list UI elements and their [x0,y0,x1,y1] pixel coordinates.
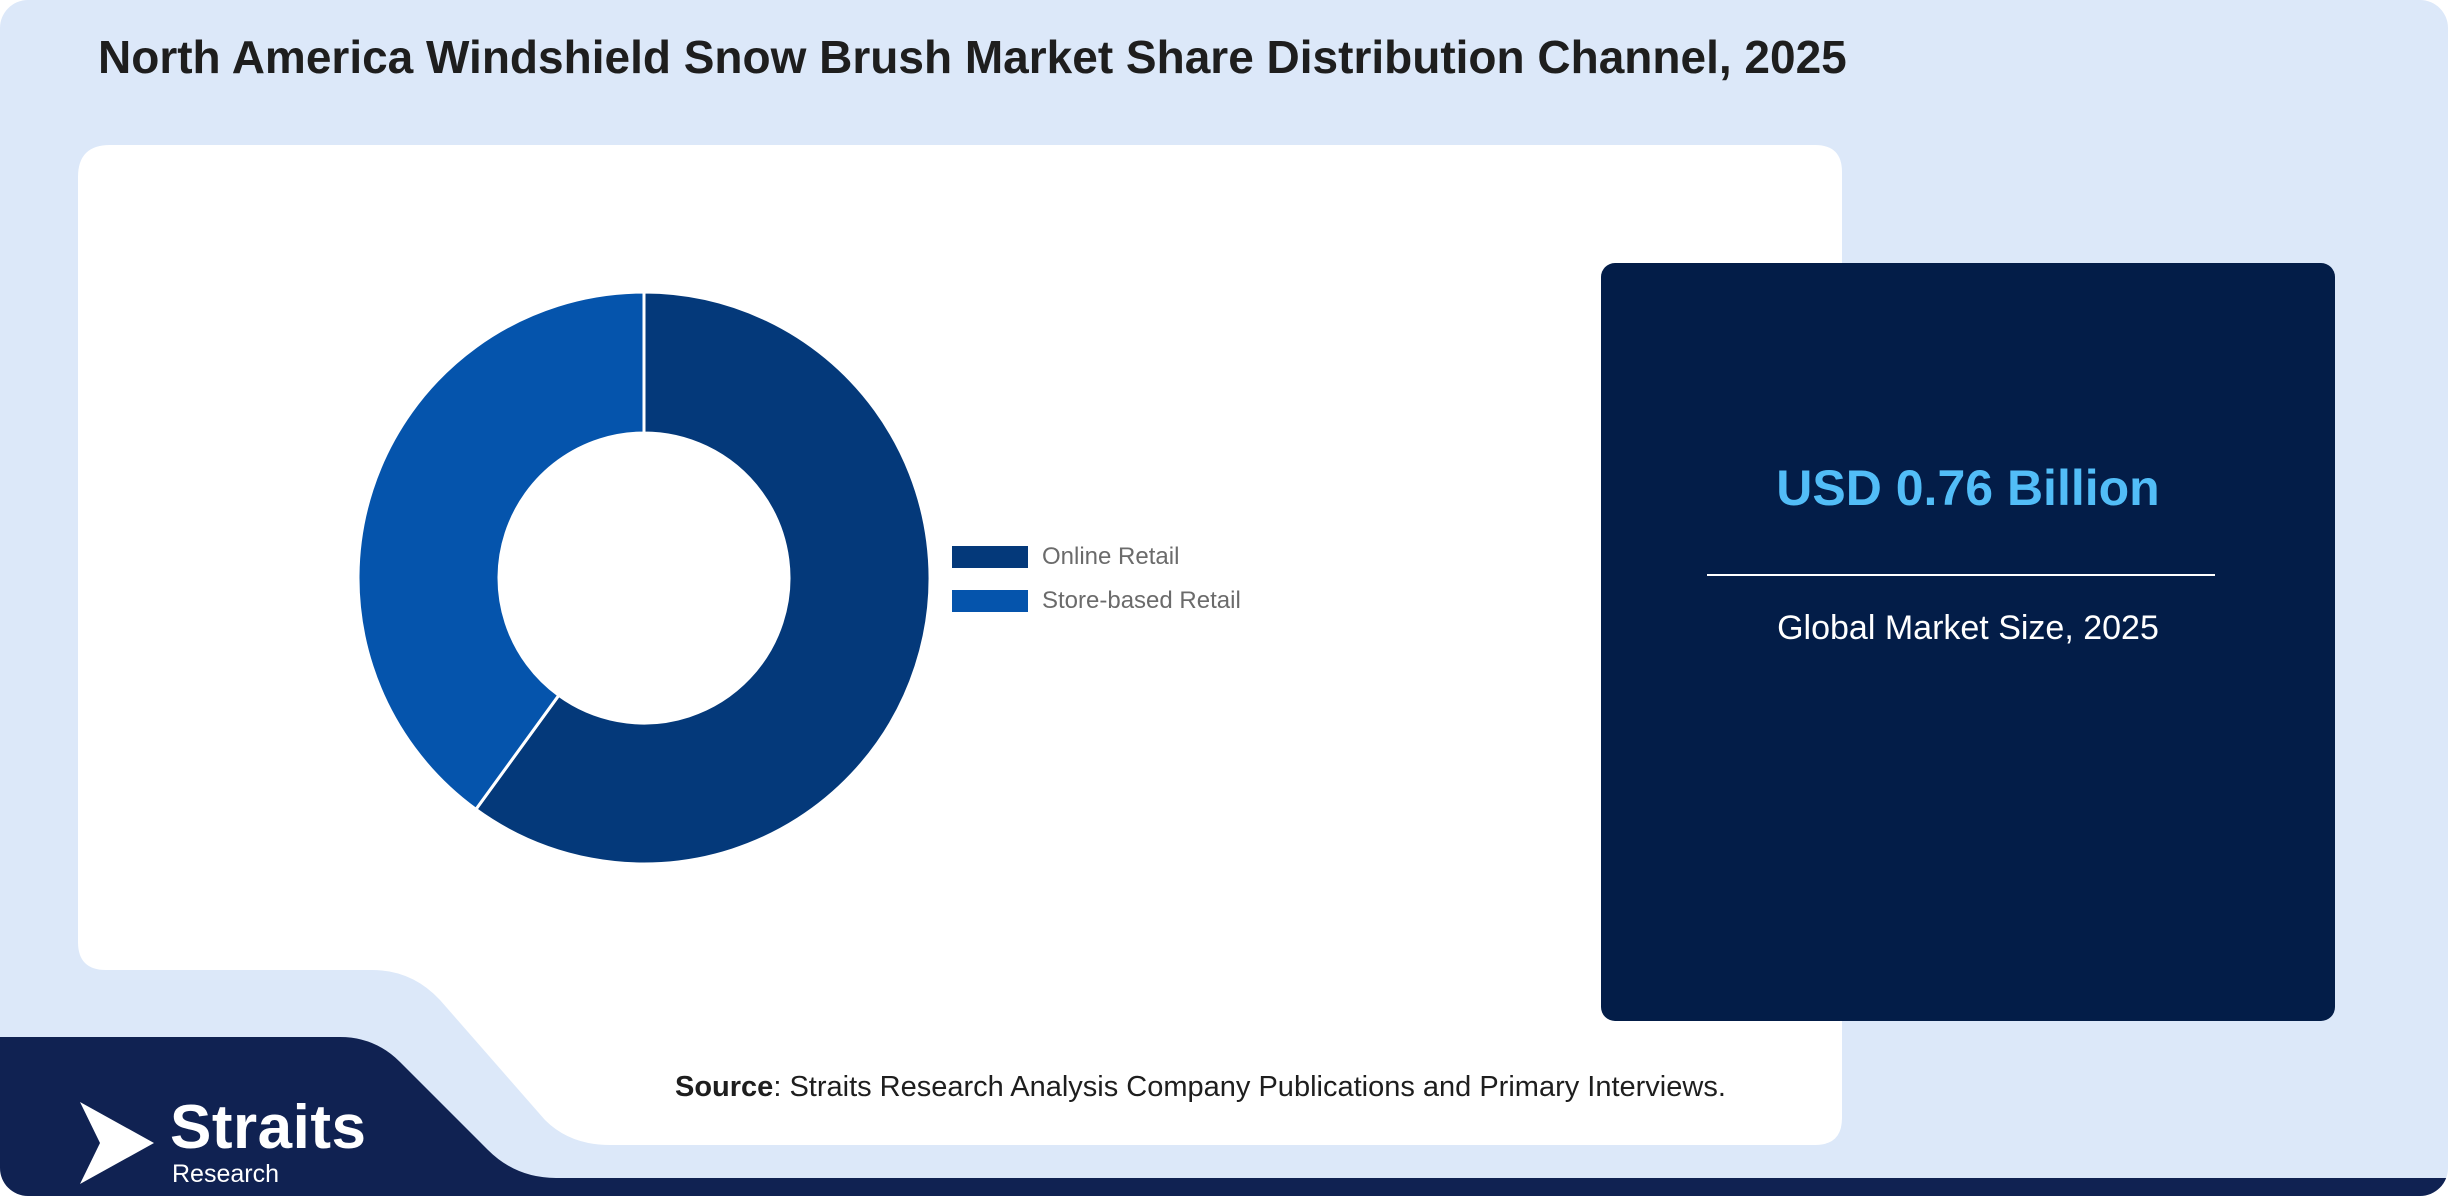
legend-item: Store-based Retail [952,579,1241,623]
legend-swatch [952,590,1028,612]
stat-divider [1707,574,2215,576]
donut-slice-store-based-retail [356,290,646,812]
source-text: : Straits Research Analysis Company Publ… [773,1071,1726,1103]
market-size-box: USD 0.76 Billion Global Market Size, 202… [1601,263,2335,1021]
legend-label: Online Retail [1042,543,1180,570]
legend-swatch [952,546,1028,568]
page-title: North America Windshield Snow Brush Mark… [98,31,1847,83]
legend-item: Online Retail [952,535,1241,579]
source-note: Source: Straits Research Analysis Compan… [675,1071,1726,1104]
footer-band [0,1037,2448,1196]
legend-label: Store-based Retail [1042,587,1241,614]
donut-slice-online-retail [473,290,932,866]
market-size-value: USD 0.76 Billion [1776,460,2160,516]
logo-arrow-icon [80,1102,154,1184]
logo-name: Straits [170,1093,367,1162]
logo-subtitle: Research [172,1160,279,1188]
source-key: Source [675,1071,774,1103]
straits-logo: Straits Research [78,1093,398,1190]
chart-legend: Online Retail Store-based Retail [952,535,1241,623]
market-size-label: Global Market Size, 2025 [1777,609,2159,647]
